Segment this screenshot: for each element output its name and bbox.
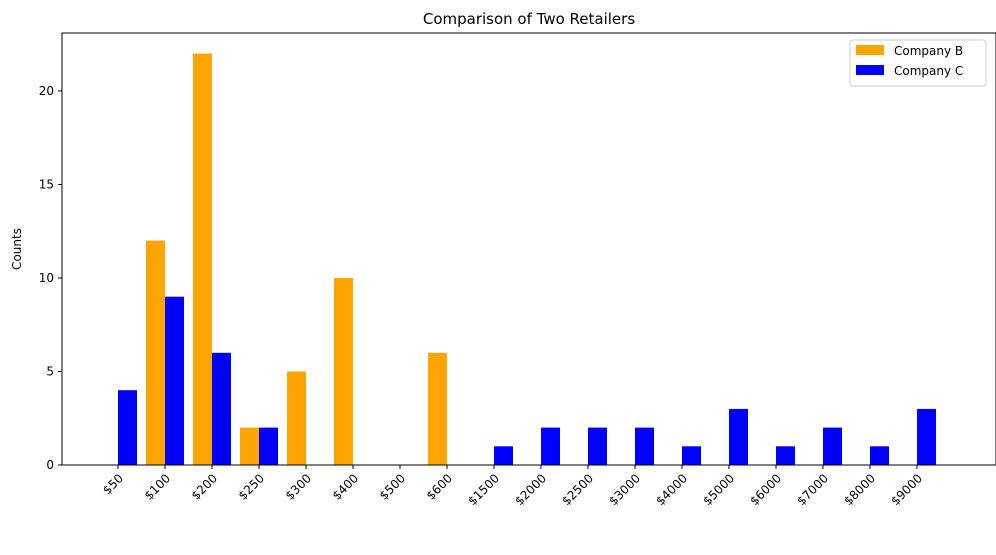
bar-company-c-10 xyxy=(588,427,607,465)
y-axis: 0 5 10 15 20 xyxy=(39,84,62,472)
x-tick-label-1: $100 xyxy=(142,471,173,502)
x-tick-label-6: $500 xyxy=(377,471,408,502)
x-tick-label-5: $400 xyxy=(330,471,361,502)
bar-company-b-5 xyxy=(334,277,353,465)
x-tick-label-10: $2500 xyxy=(559,471,596,508)
x-tick-label-7: $600 xyxy=(424,471,455,502)
x-tick-label-13: $5000 xyxy=(700,471,737,508)
y-axis-label: Counts xyxy=(10,228,24,270)
legend: Company B Company C xyxy=(849,39,987,87)
bar-company-b-7 xyxy=(428,352,447,465)
x-tick-label-11: $3000 xyxy=(606,471,643,508)
plot-frame xyxy=(61,32,996,466)
bar-company-c-0 xyxy=(118,390,137,465)
bar-company-c-12 xyxy=(682,446,701,465)
bar-company-c-16 xyxy=(870,446,889,465)
bar-company-c-14 xyxy=(776,446,795,465)
chart-title: Comparison of Two Retailers xyxy=(423,10,635,28)
y-tick-label-10: 10 xyxy=(39,271,54,285)
legend-swatch-company-c xyxy=(856,65,884,75)
bar-company-b-4 xyxy=(287,371,306,465)
bar-company-b-1 xyxy=(146,240,165,465)
bar-company-c-8 xyxy=(494,446,513,465)
legend-label-company-b: Company B xyxy=(894,44,963,58)
x-tick-label-0: $50 xyxy=(100,471,126,497)
y-tick-label-20: 20 xyxy=(39,84,54,98)
x-tick-label-3: $250 xyxy=(236,471,267,502)
y-tick-label-0: 0 xyxy=(46,458,54,472)
x-tick-label-8: $1500 xyxy=(465,471,502,508)
bar-company-c-13 xyxy=(729,408,748,465)
x-tick-label-2: $200 xyxy=(189,471,220,502)
bar-company-c-1 xyxy=(165,296,184,465)
legend-label-company-c: Company C xyxy=(894,64,963,78)
x-tick-label-12: $4000 xyxy=(653,471,690,508)
bar-company-c-15 xyxy=(823,427,842,465)
bar-company-c-3 xyxy=(259,427,278,465)
bar-company-b-3 xyxy=(240,427,259,465)
x-tick-label-15: $7000 xyxy=(794,471,831,508)
x-axis: $50 $100 $200 $250 $300 $400 $500 $600 $1500 $200… xyxy=(100,465,925,508)
x-tick-label-16: $8000 xyxy=(841,471,878,508)
bar-company-c-17 xyxy=(917,408,936,465)
bar-company-c-2 xyxy=(212,352,231,465)
bars xyxy=(118,53,936,465)
legend-swatch-company-b xyxy=(856,45,884,55)
x-tick-label-4: $300 xyxy=(283,471,314,502)
x-tick-label-14: $6000 xyxy=(747,471,784,508)
bar-company-c-11 xyxy=(635,427,654,465)
x-tick-label-17: $9000 xyxy=(888,471,925,508)
y-tick-label-5: 5 xyxy=(46,364,54,378)
x-tick-label-9: $2000 xyxy=(512,471,549,508)
bar-company-c-9 xyxy=(541,427,560,465)
y-tick-label-15: 15 xyxy=(39,177,54,191)
bar-company-b-2 xyxy=(193,53,212,465)
